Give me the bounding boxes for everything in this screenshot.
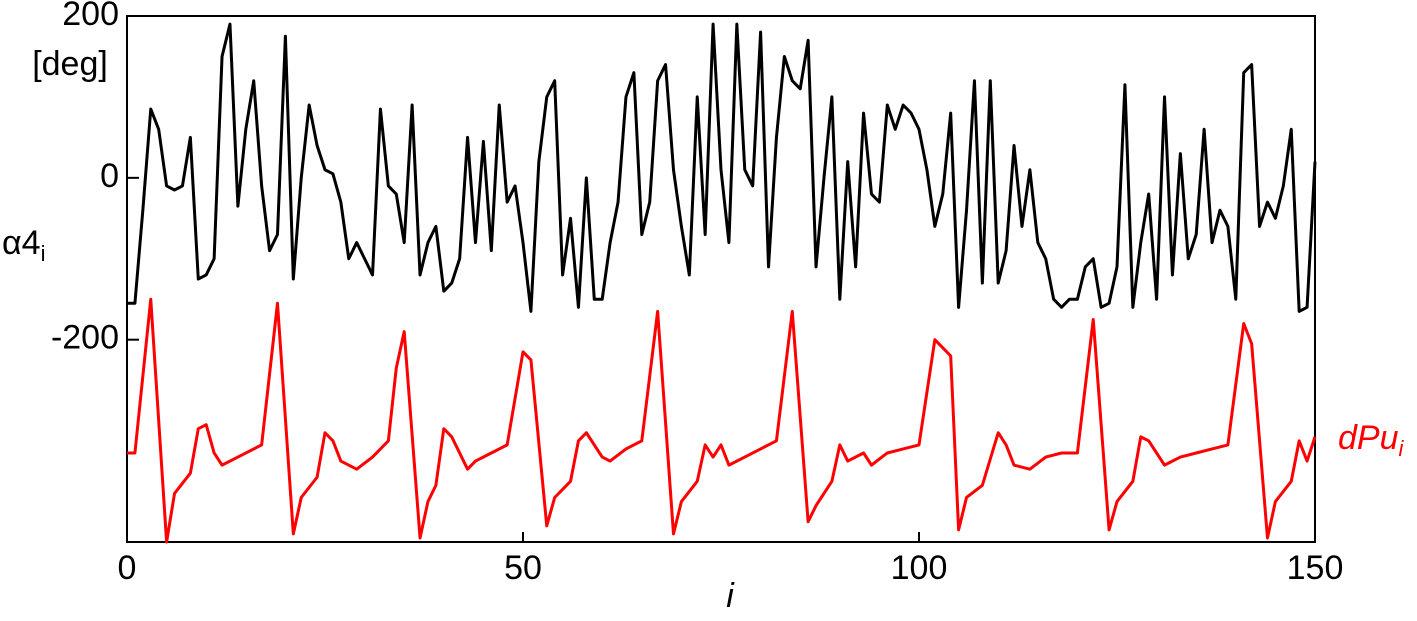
series-subscript: i — [41, 241, 46, 266]
x-tick-label: 100 — [891, 549, 948, 587]
x-tick-label: 150 — [1287, 549, 1344, 587]
series-line — [127, 297, 1317, 544]
series-label: α4i — [2, 224, 45, 266]
x-tick-label: 50 — [504, 549, 542, 587]
series-name: α4 — [2, 224, 41, 262]
y-tick-label: 200 — [62, 0, 119, 33]
y-tick-label: -200 — [51, 319, 119, 357]
plot-frame — [126, 15, 1316, 543]
series-label: dPui — [1338, 419, 1405, 461]
series-name: dPu — [1338, 419, 1399, 457]
y-tick-label: 0 — [100, 157, 119, 195]
y-unit: [deg] — [32, 45, 108, 83]
x-tick-label: 0 — [118, 549, 137, 587]
series-line — [127, 22, 1317, 313]
series-subscript: i — [1399, 436, 1405, 461]
x-label: i — [726, 577, 735, 615]
